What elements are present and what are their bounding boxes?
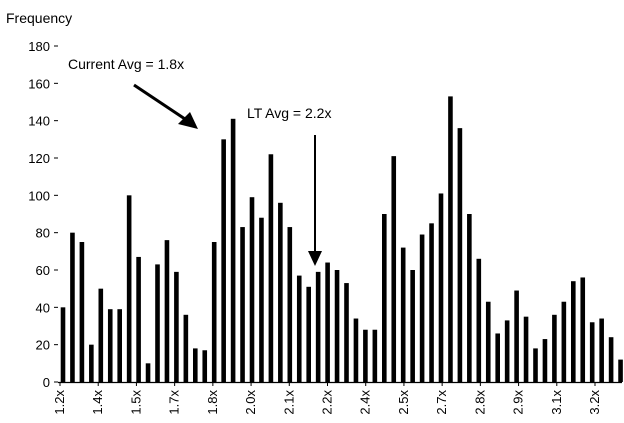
histogram-bar bbox=[363, 329, 368, 382]
histogram-bar bbox=[448, 96, 453, 383]
y-tick-label: 80 bbox=[36, 226, 50, 241]
histogram-bar bbox=[410, 270, 415, 382]
lt-avg-arrow-head bbox=[308, 251, 322, 266]
histogram-bar bbox=[136, 256, 141, 382]
histogram-bar bbox=[325, 262, 330, 382]
histogram-bar bbox=[372, 329, 378, 382]
x-tick-label: 1.5x bbox=[128, 390, 143, 415]
histogram-bar bbox=[353, 318, 359, 382]
y-tick-label: 20 bbox=[36, 338, 50, 353]
histogram-bar bbox=[240, 227, 245, 382]
histogram-bar bbox=[278, 202, 283, 382]
x-tick-label: 2.5x bbox=[396, 390, 411, 415]
histogram-bar bbox=[230, 118, 236, 383]
x-axis-ticks: 1.2x 1.4x 1.5x 1.7x 1.8x 2.0x 2.1x 2.2x 2.4x 2.5x… bbox=[52, 382, 602, 415]
y-tick-label: 140 bbox=[28, 114, 50, 129]
y-tick-label: 180 bbox=[28, 39, 50, 54]
bars-group bbox=[60, 96, 623, 383]
histogram-bar bbox=[571, 281, 576, 382]
histogram-bar bbox=[561, 301, 567, 382]
histogram-bar bbox=[174, 271, 179, 382]
histogram-bar bbox=[117, 309, 122, 382]
current-avg-annotation: Current Avg = 1.8x bbox=[68, 56, 184, 72]
x-tick-label: 2.1x bbox=[281, 390, 296, 415]
x-tick-label: 1.7x bbox=[167, 390, 182, 415]
x-tick-label: 1.2x bbox=[52, 390, 67, 415]
histogram-bar bbox=[523, 316, 529, 382]
histogram-bar bbox=[429, 223, 434, 382]
histogram-bar bbox=[193, 348, 198, 382]
histogram-bar bbox=[334, 270, 340, 382]
histogram-bar bbox=[155, 264, 160, 382]
histogram-bar bbox=[164, 240, 170, 382]
histogram-bar bbox=[599, 318, 604, 382]
histogram-bar bbox=[249, 197, 255, 382]
x-tick-label: 3.2x bbox=[587, 390, 602, 415]
histogram-bar bbox=[287, 227, 293, 382]
histogram-bar bbox=[315, 271, 321, 382]
histogram-bar bbox=[107, 309, 113, 382]
x-tick-label: 2.9x bbox=[511, 390, 526, 415]
histogram-bar bbox=[580, 277, 586, 382]
histogram-bar bbox=[211, 242, 217, 382]
histogram-bar bbox=[344, 283, 349, 382]
histogram-bar bbox=[400, 247, 406, 382]
histogram-bar bbox=[457, 128, 463, 382]
histogram-bar bbox=[79, 242, 85, 382]
y-tick-label: 0 bbox=[43, 375, 50, 390]
y-axis-title: Frequency bbox=[6, 10, 72, 26]
histogram-bar bbox=[608, 337, 614, 382]
histogram-bar bbox=[476, 258, 482, 382]
histogram-bar bbox=[70, 232, 75, 382]
histogram-bar bbox=[542, 339, 548, 382]
histogram-bar bbox=[268, 154, 274, 382]
histogram-bar bbox=[485, 301, 491, 382]
histogram-bar bbox=[183, 314, 189, 382]
histogram-bar bbox=[382, 214, 387, 382]
histogram-bar bbox=[296, 275, 302, 382]
histogram-bar bbox=[552, 314, 557, 382]
y-tick-label: 160 bbox=[28, 76, 50, 91]
histogram-bar bbox=[126, 195, 132, 382]
y-tick-label: 40 bbox=[36, 300, 50, 315]
histogram-bar bbox=[504, 320, 510, 382]
y-tick-label: 120 bbox=[28, 151, 50, 166]
histogram-bar bbox=[60, 307, 66, 382]
x-tick-label: 3.1x bbox=[549, 390, 564, 415]
histogram-bar bbox=[145, 363, 151, 382]
histogram-bar bbox=[618, 359, 623, 382]
histogram-bar bbox=[259, 217, 264, 382]
x-tick-label: 2.7x bbox=[434, 390, 449, 415]
histogram-bar bbox=[467, 214, 472, 382]
histogram-bar bbox=[306, 286, 311, 382]
histogram-bar bbox=[202, 350, 208, 382]
histogram-bar bbox=[391, 156, 397, 382]
x-tick-label: 2.2x bbox=[320, 390, 335, 415]
histogram-bar bbox=[438, 193, 444, 382]
histogram-bar bbox=[98, 288, 104, 382]
histogram-bar bbox=[533, 348, 538, 382]
x-tick-label: 2.4x bbox=[358, 390, 373, 415]
histogram-bar bbox=[514, 290, 519, 382]
x-tick-label: 2.0x bbox=[243, 390, 258, 415]
histogram-bar bbox=[589, 322, 595, 382]
current-avg-arrow-head bbox=[178, 112, 198, 129]
x-tick-label: 1.4x bbox=[90, 390, 105, 415]
histogram-bar bbox=[419, 234, 425, 382]
histogram-bar bbox=[89, 344, 94, 382]
histogram-bar bbox=[221, 139, 226, 382]
y-tick-label: 100 bbox=[28, 188, 50, 203]
x-tick-label: 1.8x bbox=[205, 390, 220, 415]
current-avg-arrow-shaft bbox=[133, 83, 189, 123]
y-axis-ticks: 0 20 40 60 80 100 120 140 160 180 bbox=[28, 39, 58, 390]
lt-avg-annotation: LT Avg = 2.2x bbox=[247, 105, 331, 121]
y-tick-label: 60 bbox=[36, 263, 50, 278]
x-tick-label: 2.8x bbox=[472, 390, 487, 415]
histogram-bar bbox=[495, 333, 500, 382]
